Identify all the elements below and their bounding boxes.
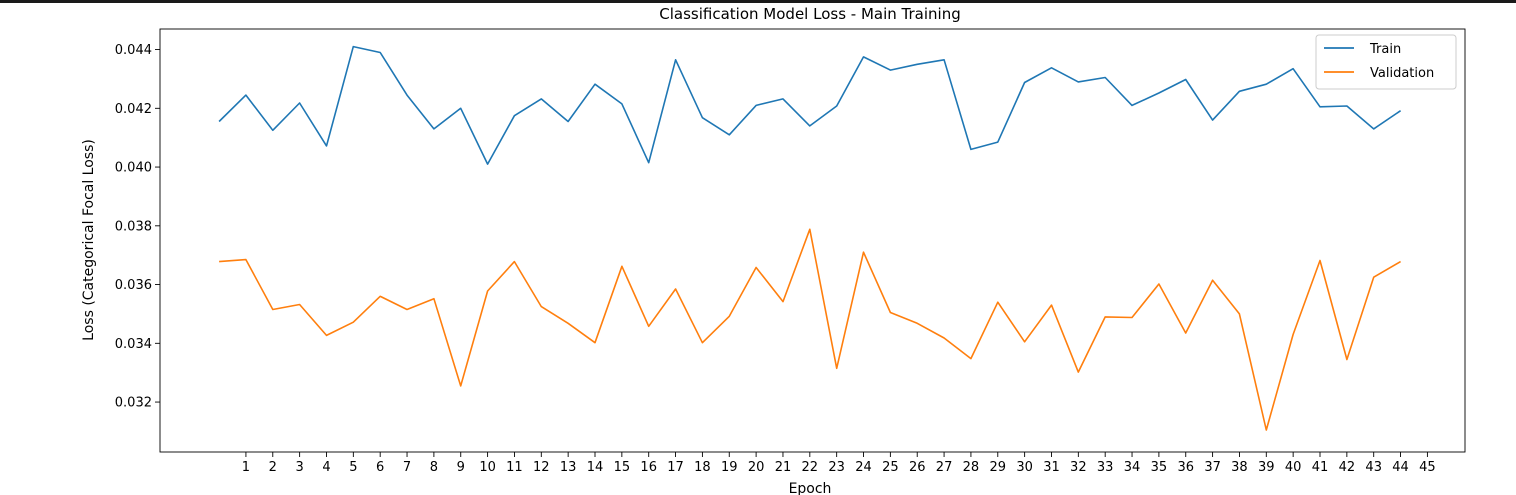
y-tick-label: 0.038 xyxy=(115,219,152,234)
x-tick-label: 24 xyxy=(855,460,872,475)
x-tick-label: 16 xyxy=(640,460,657,475)
x-tick-label: 40 xyxy=(1285,460,1302,475)
x-tick-label: 38 xyxy=(1231,460,1248,475)
top-border xyxy=(0,0,1516,3)
y-tick-label: 0.040 xyxy=(115,161,152,176)
series-line-validation xyxy=(219,228,1402,431)
x-tick-label: 9 xyxy=(457,460,465,475)
x-tick-label: 15 xyxy=(614,460,631,475)
x-tick-label: 28 xyxy=(963,460,980,475)
x-tick-label: 43 xyxy=(1365,460,1382,475)
y-tick-label: 0.036 xyxy=(115,278,152,293)
x-tick-label: 22 xyxy=(802,460,819,475)
x-axis-title: Epoch xyxy=(789,481,832,495)
x-tick-label: 3 xyxy=(295,460,303,475)
y-tick-label: 0.044 xyxy=(115,43,152,58)
x-tick-label: 18 xyxy=(694,460,711,475)
x-tick-label: 1 xyxy=(242,460,250,475)
legend-label-validation: Validation xyxy=(1370,66,1434,81)
x-tick-label: 45 xyxy=(1419,460,1436,475)
x-tick-label: 33 xyxy=(1097,460,1114,475)
x-tick-label: 39 xyxy=(1258,460,1275,475)
y-tick-label: 0.042 xyxy=(115,102,152,117)
legend-label-train: Train xyxy=(1369,42,1401,57)
x-tick-label: 7 xyxy=(403,460,411,475)
x-tick-label: 21 xyxy=(775,460,792,475)
x-tick-label: 14 xyxy=(587,460,604,475)
x-tick-label: 34 xyxy=(1124,460,1141,475)
x-tick-label: 10 xyxy=(479,460,496,475)
x-tick-label: 19 xyxy=(721,460,738,475)
plot-frame xyxy=(159,28,1466,453)
x-tick-label: 31 xyxy=(1043,460,1060,475)
x-tick-label: 26 xyxy=(909,460,926,475)
x-tick-label: 11 xyxy=(506,460,523,475)
x-tick-label: 30 xyxy=(1016,460,1033,475)
x-tick-label: 8 xyxy=(430,460,438,475)
x-tick-label: 29 xyxy=(990,460,1007,475)
x-tick-label: 2 xyxy=(269,460,277,475)
x-tick-label: 17 xyxy=(667,460,684,475)
x-tick-label: 6 xyxy=(376,460,384,475)
x-tick-label: 37 xyxy=(1204,460,1221,475)
x-tick-label: 4 xyxy=(322,460,330,475)
y-tick-label: 0.032 xyxy=(115,396,152,411)
x-tick-label: 23 xyxy=(828,460,845,475)
chart-title: Classification Model Loss - Main Trainin… xyxy=(659,5,960,23)
x-tick-label: 13 xyxy=(560,460,577,475)
x-tick-label: 12 xyxy=(533,460,550,475)
x-tick-label: 27 xyxy=(936,460,953,475)
x-tick-label: 42 xyxy=(1339,460,1356,475)
x-tick-label: 35 xyxy=(1151,460,1168,475)
x-tick-label: 36 xyxy=(1177,460,1194,475)
y-tick-label: 0.034 xyxy=(115,337,152,352)
x-tick-label: 5 xyxy=(349,460,357,475)
x-tick-label: 25 xyxy=(882,460,899,475)
x-tick-label: 41 xyxy=(1312,460,1329,475)
x-tick-label: 32 xyxy=(1070,460,1087,475)
legend: Train Validation xyxy=(1315,34,1457,90)
series-line-train xyxy=(218,45,1402,165)
x-tick-label: 20 xyxy=(748,460,765,475)
x-tick-label: 44 xyxy=(1392,460,1409,475)
y-axis-title: Loss (Categorical Focal Loss) xyxy=(81,139,97,341)
